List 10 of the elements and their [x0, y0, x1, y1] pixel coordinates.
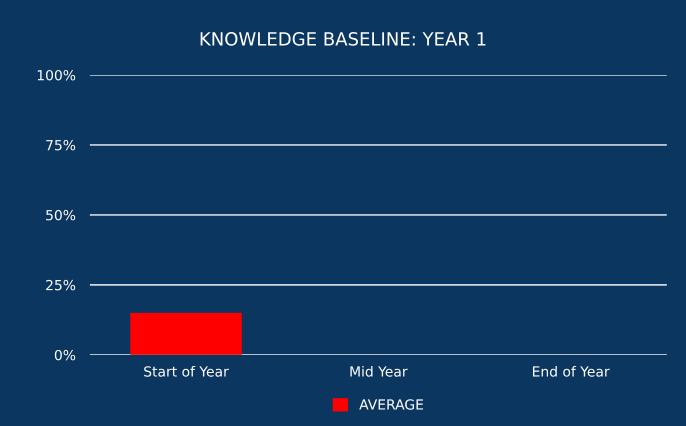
y-tick-label: 50% — [46, 210, 76, 220]
y-tick-label: 75% — [46, 140, 76, 150]
legend-label: AVERAGE — [359, 399, 424, 410]
chart-title: KNOWLEDGE BASELINE: YEAR 1 — [200, 32, 486, 46]
x-tick-label: Mid Year — [350, 366, 408, 377]
x-tick-label: Start of Year — [144, 366, 229, 377]
y-tick-label: 25% — [46, 280, 76, 290]
x-tick-label: End of Year — [532, 366, 610, 377]
y-tick-label: 0% — [54, 350, 76, 360]
y-tick-label: 100% — [38, 70, 76, 80]
